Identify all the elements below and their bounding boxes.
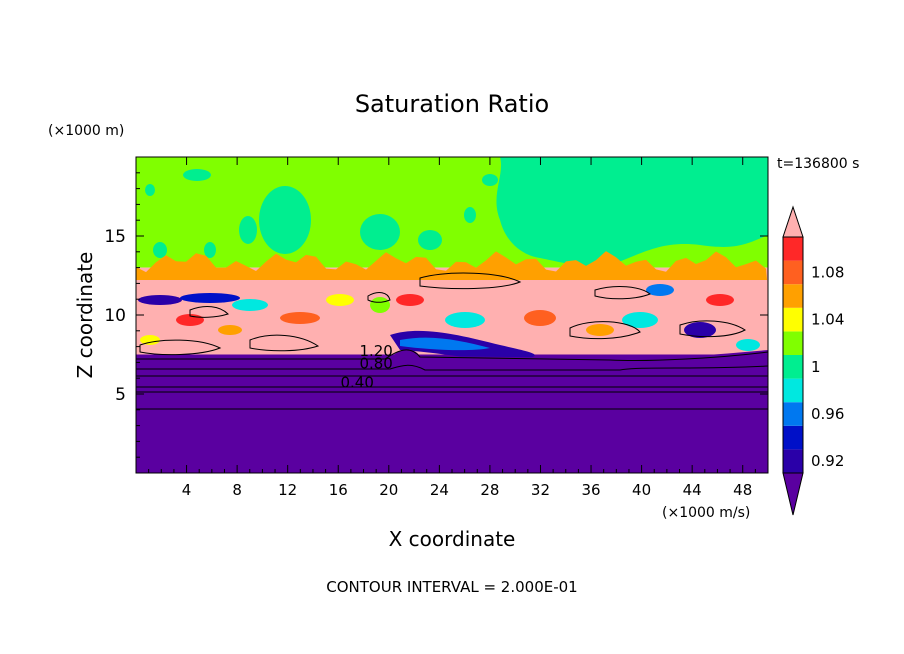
colorbar-swatch	[783, 307, 803, 332]
x-tick-label: 16	[329, 481, 348, 499]
saturation-field	[136, 157, 768, 473]
field-patch	[396, 294, 424, 306]
x-unit-label: (×1000 m/s)	[662, 505, 750, 521]
field-patch	[232, 299, 268, 311]
field-patch	[622, 312, 658, 328]
field-blob	[482, 174, 498, 186]
field-patch	[684, 322, 716, 338]
field-blob	[153, 242, 167, 258]
colorbar-swatch	[783, 237, 803, 261]
field-patch	[736, 339, 760, 351]
field-patch	[586, 324, 614, 336]
colorbar-swatch	[783, 284, 803, 308]
contour-interval-label: CONTOUR INTERVAL = 2.000E-01	[326, 578, 577, 596]
field-blob	[418, 230, 442, 250]
colorbar-min-arrow	[782, 472, 804, 516]
contour-loop	[139, 339, 222, 356]
time-label: t=136800 s	[777, 156, 859, 172]
colorbar: 0.92 0.96 1 1.04 1.08	[782, 205, 844, 516]
contour-loop	[679, 320, 746, 338]
field-patch	[706, 294, 734, 306]
y-axis-label: Z coordinate	[73, 252, 97, 379]
field-patch	[646, 284, 674, 296]
field-blob	[600, 216, 620, 240]
colorbar-swatch	[783, 355, 803, 379]
y-tick-label: 15	[104, 227, 126, 247]
field-lower-dry-region	[136, 349, 768, 473]
contour-line	[136, 364, 768, 371]
contour-label: 1.20	[359, 342, 392, 360]
x-tick-label: 8	[232, 481, 242, 499]
field-blob	[464, 207, 476, 223]
y-tick-label: 5	[115, 385, 126, 405]
colorbar-tick-label: 0.92	[811, 452, 844, 470]
contour-lines: 1.200.800.40	[136, 272, 768, 410]
x-tick-label: 40	[632, 481, 651, 499]
field-patch	[140, 335, 160, 345]
colorbar-tick-label: 0.96	[811, 405, 844, 423]
x-tick-label: 36	[581, 481, 600, 499]
y-tick-label: 10	[104, 306, 126, 326]
contour-loop	[367, 292, 391, 303]
field-blob	[145, 184, 155, 196]
chart-title: Saturation Ratio	[355, 90, 549, 118]
colorbar-tick-label: 1.08	[811, 263, 844, 281]
x-tick-label: 28	[480, 481, 499, 499]
field-region-upper-right	[496, 157, 768, 267]
contour-loop	[569, 321, 641, 340]
field-blob	[272, 196, 308, 224]
field-blob	[183, 169, 211, 181]
contour-loop	[189, 306, 229, 318]
field-patch	[524, 310, 556, 326]
x-tick-label: 48	[733, 481, 752, 499]
field-patch	[445, 312, 485, 328]
contour-loop	[419, 272, 522, 290]
contour-line	[136, 349, 768, 362]
field-patch	[218, 325, 242, 335]
colorbar-swatch	[783, 402, 803, 426]
field-blob	[239, 216, 257, 244]
y-unit-label: (×1000 m)	[48, 123, 124, 139]
x-tick-label: 12	[278, 481, 297, 499]
colorbar-swatch	[783, 425, 803, 450]
x-tick-label: 44	[683, 481, 702, 499]
field-dry-band-inner	[400, 337, 490, 351]
x-tick-label: 4	[182, 481, 192, 499]
field-patch	[370, 297, 390, 313]
colorbar-frame	[782, 236, 804, 474]
contour-loop	[249, 334, 320, 352]
colorbar-tick-label: 1.04	[811, 311, 844, 329]
x-tick-label: 24	[430, 481, 449, 499]
field-blob	[360, 214, 400, 250]
colorbar-tick-label: 1	[811, 358, 821, 376]
x-tick-label: 32	[531, 481, 550, 499]
x-axis-label: X coordinate	[389, 527, 516, 551]
colorbar-swatch	[783, 260, 803, 285]
contour-label: 0.80	[359, 355, 392, 373]
contour-label: 0.40	[340, 374, 373, 392]
field-blob	[204, 242, 216, 258]
field-patch	[138, 295, 182, 305]
colorbar-swatch	[783, 378, 803, 403]
colorbar-swatch	[783, 331, 803, 355]
contour-loop	[594, 286, 651, 300]
field-patch	[326, 294, 354, 306]
field-patch	[280, 312, 320, 324]
colorbar-swatch	[783, 449, 803, 473]
x-tick-label: 20	[379, 481, 398, 499]
colorbar-max-arrow	[782, 205, 804, 238]
field-patch	[180, 293, 240, 303]
